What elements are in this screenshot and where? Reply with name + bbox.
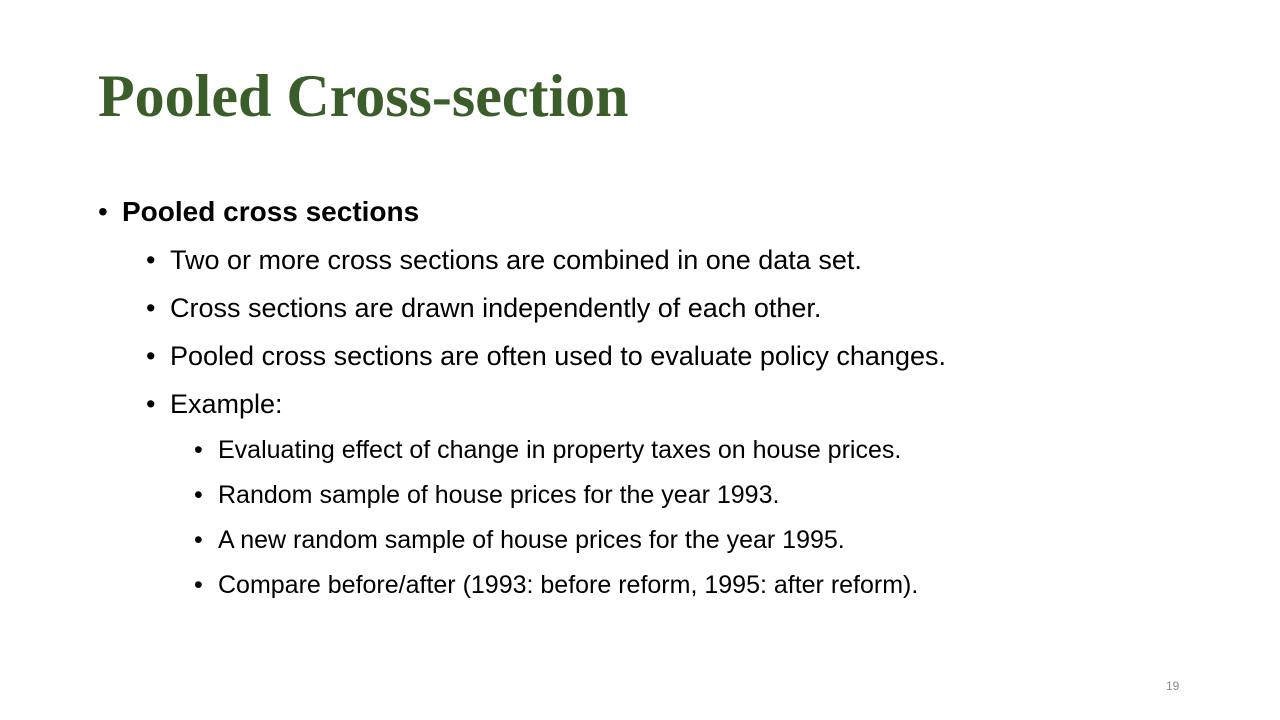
bullet-dot-icon: • bbox=[146, 293, 156, 323]
bullet-text: Evaluating effect of change in property … bbox=[218, 436, 902, 464]
bullet-item-level3: • A new random sample of house prices fo… bbox=[194, 518, 1198, 563]
bullet-text: Cross sections are drawn independently o… bbox=[170, 293, 822, 323]
bullet-item-level3: • Random sample of house prices for the … bbox=[194, 473, 1198, 518]
bullet-text: Random sample of house prices for the ye… bbox=[218, 481, 780, 509]
bullet-text: A new random sample of house prices for … bbox=[218, 526, 845, 554]
bullet-dot-icon: • bbox=[194, 571, 203, 599]
bullet-list: • Pooled cross sections • Two or more cr… bbox=[98, 188, 1198, 608]
bullet-text: Two or more cross sections are combined … bbox=[170, 245, 862, 275]
bullet-item-level2: • Example: bbox=[146, 380, 1198, 428]
bullet-text: Pooled cross sections bbox=[122, 196, 420, 227]
bullet-text: Compare before/after (1993: before refor… bbox=[218, 571, 919, 599]
bullet-item-level2: • Two or more cross sections are combine… bbox=[146, 236, 1198, 284]
bullet-text: Example: bbox=[170, 389, 283, 419]
bullet-dot-icon: • bbox=[194, 526, 203, 554]
bullet-item-level3: • Evaluating effect of change in propert… bbox=[194, 428, 1198, 473]
bullet-item-level3: • Compare before/after (1993: before ref… bbox=[194, 563, 1198, 608]
bullet-dot-icon: • bbox=[146, 341, 156, 371]
bullet-dot-icon: • bbox=[146, 245, 156, 275]
bullet-dot-icon: • bbox=[194, 481, 203, 509]
bullet-item-level2: • Pooled cross sections are often used t… bbox=[146, 332, 1198, 380]
bullet-dot-icon: • bbox=[194, 436, 203, 464]
slide-title: Pooled Cross-section bbox=[98, 63, 629, 129]
bullet-dot-icon: • bbox=[98, 196, 108, 227]
bullet-item-level1: • Pooled cross sections bbox=[98, 188, 1198, 236]
bullet-dot-icon: • bbox=[146, 389, 156, 419]
bullet-text: Pooled cross sections are often used to … bbox=[170, 341, 946, 371]
bullet-item-level2: • Cross sections are drawn independently… bbox=[146, 284, 1198, 332]
page-number: 19 bbox=[1166, 679, 1180, 693]
